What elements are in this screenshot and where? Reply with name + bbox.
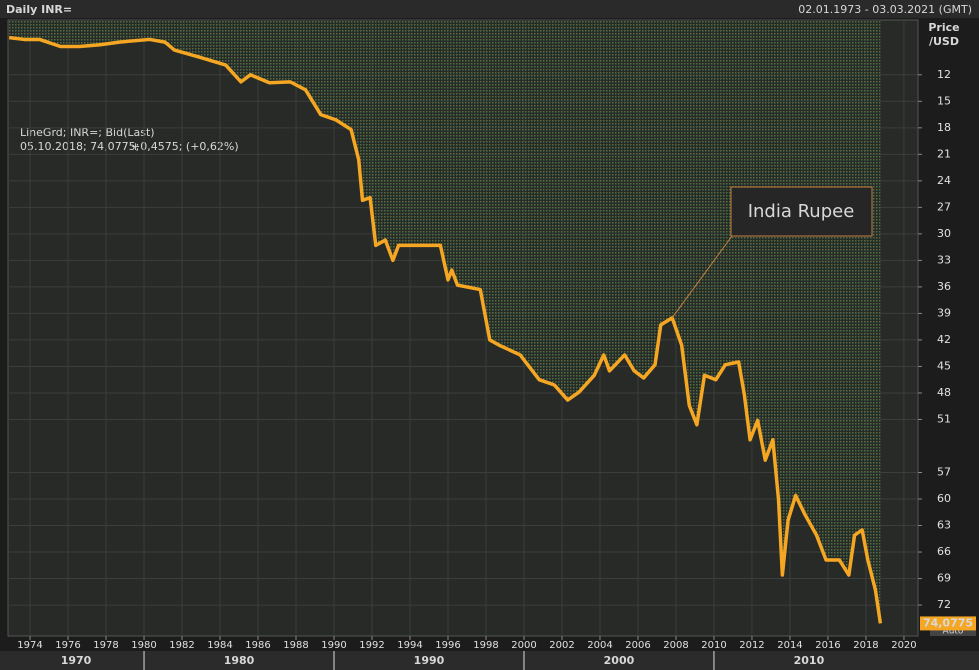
y-axis-label: /USD <box>929 35 959 48</box>
annotation-leader <box>671 235 733 319</box>
x-tick-label: 2012 <box>739 640 764 651</box>
y-tick-label: 48 <box>937 386 951 399</box>
x-tick-label: 1988 <box>283 640 308 651</box>
last-value-tag <box>920 616 976 631</box>
decade-bar <box>0 651 979 670</box>
scale-mode[interactable]: Auto <box>943 627 964 637</box>
legend-text: 05.10.2018; 74,0775; <box>20 140 139 153</box>
decade-label: 1970 <box>61 654 92 667</box>
x-tick-label: 1994 <box>397 640 422 651</box>
x-tick-label: 2018 <box>853 640 878 651</box>
annotation: India Rupee <box>748 201 855 222</box>
y-tick-label: 33 <box>937 253 951 266</box>
x-tick-label: 2006 <box>625 640 650 651</box>
x-tick-label: 1980 <box>131 640 156 651</box>
x-tick-label: 1974 <box>17 640 42 651</box>
x-tick-label: 2000 <box>511 640 536 651</box>
x-tick-label: 1990 <box>321 640 346 651</box>
y-tick-label: 27 <box>937 200 951 213</box>
price-line <box>8 35 883 624</box>
x-tick-label: 2004 <box>587 640 612 651</box>
x-tick-label: 2020 <box>891 640 916 651</box>
y-tick-label: 51 <box>937 412 951 425</box>
y-tick-label: 72 <box>937 598 951 611</box>
y-tick-label: 21 <box>937 147 951 160</box>
legend-text: LineGrd; INR=; Bid(Last) <box>20 126 155 139</box>
y-tick-label: 15 <box>937 94 951 107</box>
decade-label: 1980 <box>224 654 255 667</box>
y-tick-label: 45 <box>937 359 951 372</box>
y-tick-label: 69 <box>937 572 951 585</box>
annotation-box <box>730 186 873 237</box>
decade-label: 1990 <box>414 654 445 667</box>
x-tick-label: 2014 <box>777 640 802 651</box>
x-tick-label: 2008 <box>663 640 688 651</box>
x-tick-label: 1996 <box>435 640 460 651</box>
y-tick-label: 42 <box>937 333 951 346</box>
x-tick-label: 1976 <box>55 640 80 651</box>
y-tick-label: 12 <box>937 68 951 81</box>
x-tick-label: 1982 <box>169 640 194 651</box>
date-range: 02.01.1973 - 03.03.2021 (GMT) <box>798 3 972 16</box>
y-tick-label: 63 <box>937 519 951 532</box>
y-tick-label: 30 <box>937 227 951 240</box>
legend-text: +0,4575; (+0,62%) <box>131 140 239 153</box>
y-axis-label: Price <box>928 21 959 34</box>
decade-label: 2010 <box>794 654 825 667</box>
x-tick-label: 1986 <box>245 640 270 651</box>
x-tick-label: 1984 <box>207 640 232 651</box>
y-tick-label: 57 <box>937 465 951 478</box>
decade-label: 2000 <box>604 654 635 667</box>
x-tick-label: 1992 <box>359 640 384 651</box>
y-tick-label: 24 <box>937 174 951 187</box>
x-tick-label: 2016 <box>815 640 840 651</box>
last-value-label: 74,0775 <box>923 616 973 629</box>
x-tick-label: 2002 <box>549 640 574 651</box>
chart-title: Daily INR= <box>6 3 72 16</box>
y-tick-label: 39 <box>937 306 951 319</box>
y-tick-label: 36 <box>937 280 951 293</box>
y-tick-label: 60 <box>937 492 951 505</box>
x-tick-label: 1998 <box>473 640 498 651</box>
x-tick-label: 2010 <box>701 640 726 651</box>
top-bar <box>0 0 979 18</box>
area-fill <box>9 20 881 624</box>
y-tick-label: 18 <box>937 121 951 134</box>
x-tick-label: 1978 <box>93 640 118 651</box>
y-tick-label: 66 <box>937 545 951 558</box>
